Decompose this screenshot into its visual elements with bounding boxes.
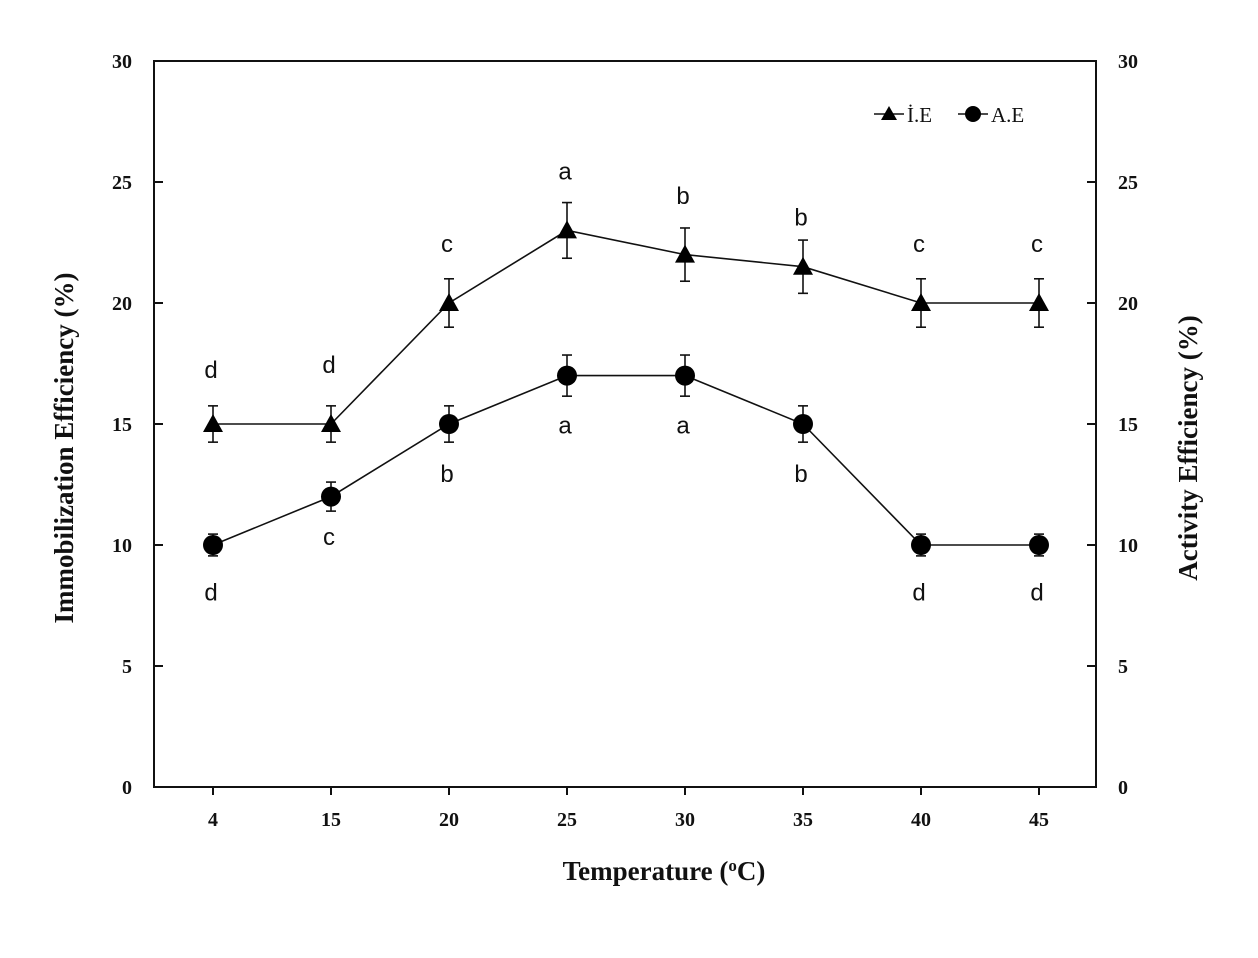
y-left-tick-label: 5 [122,656,132,678]
y-left-axis: 0 5 10 15 20 25 30 [112,51,163,799]
y-right-tick-label: 5 [1118,656,1128,678]
data-point-ae [793,414,813,434]
data-point-ie [439,293,459,311]
series-ie-line [213,229,1039,425]
significance-label: c [913,231,925,258]
y-left-tick-label: 0 [122,777,132,799]
data-point-ae [675,365,695,386]
significance-label: d [204,580,217,607]
series-layer: d d c a b b c c d c b a a b d d [203,159,1049,607]
significance-label: c [441,231,453,258]
significance-label: b [440,461,453,488]
y-left-tick-label: 25 [112,172,132,194]
data-point-ae [321,486,341,507]
data-point-ae [911,535,931,555]
legend: İ.E A.E [874,103,1024,127]
significance-label: d [1030,580,1043,607]
x-tick-label: 35 [793,809,813,831]
significance-label: a [558,413,572,440]
significance-label: d [204,357,217,384]
data-point-ae [557,365,577,386]
y-right-tick-label: 15 [1118,414,1138,436]
y-left-tick-label: 20 [112,293,132,315]
x-tick-label: 30 [675,809,695,831]
significance-label: a [676,413,690,440]
series-ae-line [212,374,1039,546]
y-left-tick-label: 10 [112,535,132,557]
data-point-ie [557,220,577,239]
x-axis-title: Temperature (oC) [563,856,766,886]
significance-label: d [912,580,925,607]
significance-label: c [323,524,335,551]
data-point-ie [321,414,341,432]
legend-label: A.E [991,103,1024,127]
x-tick-label: 45 [1029,809,1049,831]
data-point-ae [439,414,459,434]
data-point-ie [911,293,931,311]
legend-marker [881,106,897,120]
significance-label: d [322,352,335,379]
y-right-tick-label: 30 [1118,51,1138,73]
data-point-ie [793,256,813,275]
x-axis: 4 15 20 25 30 35 40 45 [208,787,1049,831]
data-point-ie [675,244,695,263]
y-right-axis-title: Activity Efficiency (%) [1173,315,1203,580]
x-tick-label: 20 [439,809,459,831]
x-tick-label: 15 [321,809,341,831]
y-right-tick-label: 25 [1118,172,1138,194]
legend-item-ae: A.E [958,103,1024,127]
significance-label: b [676,183,689,210]
y-left-tick-label: 15 [112,414,132,436]
data-point-ae [1029,535,1049,555]
y-left-axis-title: Immobilization Efficiency (%) [49,273,79,624]
series-ie: d d c a b b c c [203,159,1049,443]
legend-item-ie: İ.E [874,103,932,127]
significance-label: c [1031,231,1043,258]
y-right-tick-label: 10 [1118,535,1138,557]
data-point-ae [203,535,223,555]
legend-label: İ.E [907,103,932,127]
x-tick-label: 4 [208,809,218,831]
data-point-ie [203,414,223,432]
series-ae: d c b a a b d d [203,354,1049,607]
y-right-axis: 0 5 10 15 20 25 30 [1087,51,1138,799]
x-tick-label: 40 [911,809,931,831]
y-right-tick-label: 0 [1118,777,1128,799]
significance-label: b [794,461,807,488]
legend-marker [965,106,981,122]
y-left-tick-label: 30 [112,51,132,73]
data-point-ie [1029,293,1049,311]
x-tick-label: 25 [557,809,577,831]
significance-label: a [558,159,572,186]
significance-label: b [794,205,807,232]
y-right-tick-label: 20 [1118,293,1138,315]
